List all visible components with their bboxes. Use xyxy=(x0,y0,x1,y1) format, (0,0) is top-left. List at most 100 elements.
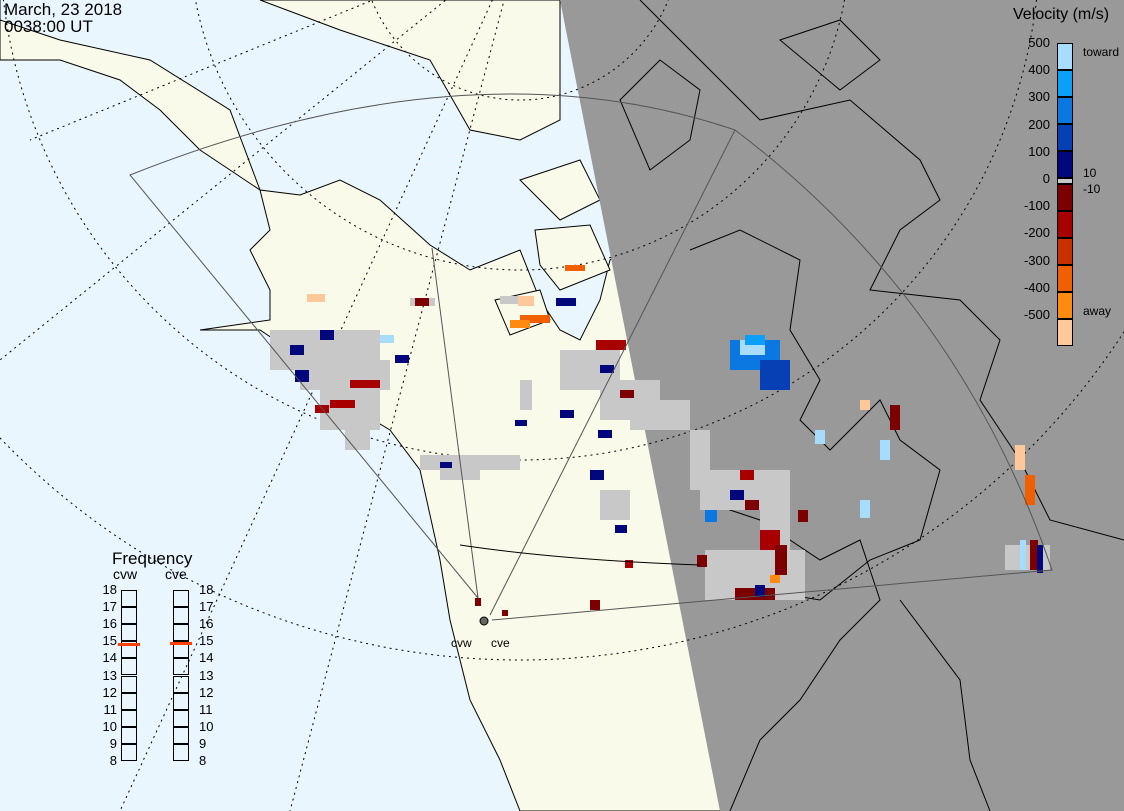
frequency-tick: 15 xyxy=(102,633,117,649)
frequency-radar-label: cvw xyxy=(113,566,138,582)
velocity-cell xyxy=(1025,475,1035,505)
velocity-cell xyxy=(290,345,304,355)
frequency-tick: 10 xyxy=(102,718,117,734)
colorbar-segment xyxy=(1057,319,1073,346)
velocity-cell xyxy=(760,360,790,390)
frequency-cell xyxy=(121,692,137,710)
velocity-cell xyxy=(395,355,409,363)
frequency-cell xyxy=(121,675,137,693)
colorbar-segment xyxy=(1057,211,1073,238)
colorbar-side-label: 10 xyxy=(1083,166,1097,180)
velocity-cell xyxy=(860,400,870,410)
colorbar-tick: -400 xyxy=(1023,279,1050,295)
velocity-cell xyxy=(615,525,627,533)
radar-scatter xyxy=(270,265,1050,616)
velocity-cell xyxy=(890,405,900,430)
colorbar-segment xyxy=(1057,43,1073,70)
colorbar-tick: -200 xyxy=(1023,225,1050,241)
frequency-tick: 16 xyxy=(199,616,214,632)
velocity-cell xyxy=(560,410,574,418)
velocity-cell xyxy=(440,462,452,468)
cve-fan-edge xyxy=(489,129,736,616)
range-arc xyxy=(459,544,701,566)
velocity-cell xyxy=(755,585,765,597)
velocity-cell xyxy=(1030,540,1038,570)
frequency-tick: 11 xyxy=(199,701,213,717)
frequency-title: Frequency xyxy=(112,549,193,568)
colorbar-tick: -500 xyxy=(1023,307,1050,322)
velocity-cell xyxy=(380,335,394,343)
ground-scatter-cell xyxy=(520,380,532,410)
velocity-cell xyxy=(1015,445,1025,470)
ground-scatter-cell xyxy=(1005,545,1050,570)
colorbar-segment xyxy=(1057,265,1073,292)
velocity-cell xyxy=(295,370,309,382)
velocity-cell xyxy=(745,500,759,510)
time-label: 0038:00 UT xyxy=(4,17,93,36)
velocity-cell xyxy=(880,440,890,460)
frequency-tick: 17 xyxy=(102,599,117,615)
colorbar-segment xyxy=(1057,124,1073,151)
fan-outline xyxy=(129,93,1053,621)
frequency-tick: 13 xyxy=(102,667,117,683)
velocity-cell xyxy=(705,510,717,522)
frequency-cell xyxy=(173,675,189,693)
frequency-marker xyxy=(118,643,140,647)
colorbar-segment xyxy=(1057,292,1073,319)
colorbar-side-label: away xyxy=(1083,304,1112,318)
frequency-tick: 10 xyxy=(199,718,214,734)
velocity-cell xyxy=(590,600,600,610)
velocity-cell xyxy=(475,598,481,606)
velocity-cell xyxy=(307,294,325,302)
frequency-cell xyxy=(121,590,137,608)
frequency-cell xyxy=(121,726,137,744)
colorbar-tick: 300 xyxy=(1028,89,1050,105)
velocity-cell xyxy=(518,296,534,306)
velocity-cell xyxy=(697,555,707,567)
frequency-cell xyxy=(121,658,137,676)
ground-scatter-cell xyxy=(630,400,690,430)
night-region xyxy=(560,0,1124,811)
frequency-tick: 8 xyxy=(199,753,207,768)
velocity-cell xyxy=(502,610,508,616)
velocity-cell xyxy=(415,298,429,306)
velocity-cell xyxy=(565,265,585,271)
frequency-cell xyxy=(121,624,137,642)
colorbar-tick: 100 xyxy=(1028,143,1050,159)
frequency-cell xyxy=(173,590,189,608)
velocity-cell xyxy=(740,470,754,480)
velocity-cell xyxy=(770,575,780,583)
velocity-cell xyxy=(520,315,550,323)
velocity-cell xyxy=(1020,540,1026,570)
velocity-cell xyxy=(798,510,808,522)
frequency-cell xyxy=(173,624,189,642)
night-coastlines xyxy=(619,0,1124,811)
velocity-cell xyxy=(330,400,355,408)
frequency-tick: 12 xyxy=(102,684,117,700)
velocity-cell xyxy=(320,330,334,340)
frequency-cell xyxy=(121,743,137,761)
velocity-cell xyxy=(590,470,604,480)
frequency-tick: 9 xyxy=(109,735,117,751)
radar-site xyxy=(479,616,489,626)
ground-scatter-cell xyxy=(500,296,520,304)
colorbar-tick: 400 xyxy=(1028,62,1050,78)
velocity-cell xyxy=(730,490,744,500)
velocity-cell xyxy=(510,320,530,328)
frequency-radar-label: cve xyxy=(165,566,187,582)
velocity-cell xyxy=(596,340,626,350)
frequency-tick: 9 xyxy=(199,735,207,751)
velocity-cell xyxy=(598,430,612,438)
frequency-tick: 13 xyxy=(199,667,214,683)
frequency-tick: 18 xyxy=(199,582,214,597)
frequency-tick: 14 xyxy=(102,650,117,666)
colorbar-side-label: toward xyxy=(1083,45,1120,59)
colorbar-tick: 0 xyxy=(1042,171,1050,186)
velocity-cell xyxy=(625,560,633,568)
frequency-marker xyxy=(170,641,192,645)
frequency-cell xyxy=(121,709,137,727)
frequency-tick: 15 xyxy=(199,633,214,649)
colorbar-segment xyxy=(1057,151,1073,178)
velocity-cell xyxy=(775,545,787,575)
colorbar-ground-scatter xyxy=(1057,178,1073,184)
